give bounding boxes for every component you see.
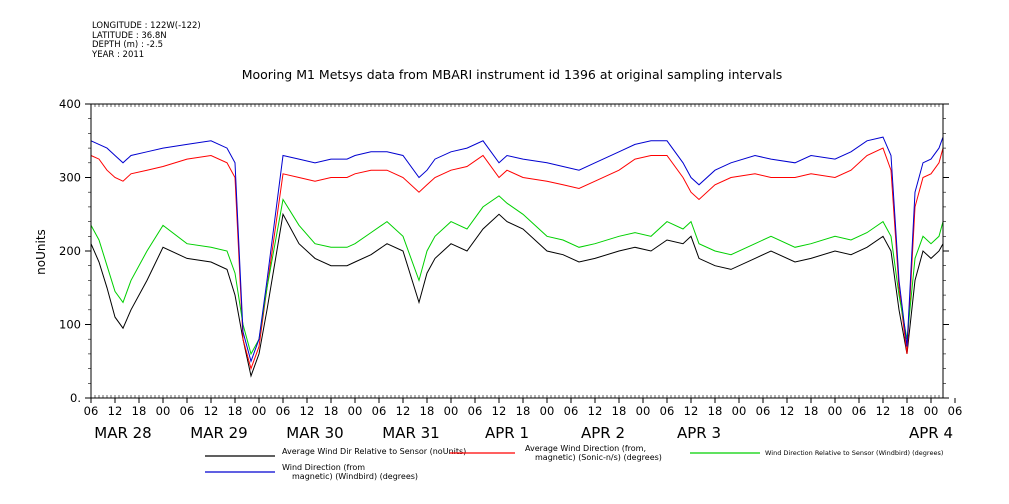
x-tick-label: 06 <box>564 404 579 418</box>
x-tick-label: 06 <box>372 404 387 418</box>
x-tick-label: 00 <box>636 404 651 418</box>
x-tick-label: 06 <box>468 404 483 418</box>
x-tick-label: 00 <box>444 404 459 418</box>
x-tick-label: 18 <box>132 404 147 418</box>
legend: Average Wind Dir Relative to Sensor (noU… <box>205 444 943 481</box>
x-day-label: APR 1 <box>485 424 529 442</box>
latitude-text: LATITUDE : 36.8N <box>92 30 167 41</box>
x-tick-label: 12 <box>396 404 411 418</box>
x-day-label: APR 4 <box>909 424 953 442</box>
x-tick-label: 00 <box>540 404 555 418</box>
metadata-block: LONGITUDE : 122W(-122) LATITUDE : 36.8N … <box>92 21 201 60</box>
y-tick-label: 400 <box>59 97 81 111</box>
x-tick-label: 00 <box>252 404 267 418</box>
x-tick-label: 18 <box>804 404 819 418</box>
x-tick-label: 18 <box>612 404 627 418</box>
legend-label: Average Wind Dir Relative to Sensor (noU… <box>282 447 466 456</box>
y-tick-label: 300 <box>59 171 81 185</box>
series-blue-line <box>90 136 944 363</box>
legend-label-line: Average Wind Dir Relative to Sensor (noU… <box>282 447 466 456</box>
x-tick-label: 00 <box>828 404 843 418</box>
x-tick-label: 18 <box>324 404 339 418</box>
y-tick-label: 100 <box>59 318 81 332</box>
x-tick-label: 06 <box>276 404 291 418</box>
legend-label: Wind Direction (from magnetic) (Windbird)… <box>282 463 418 481</box>
longitude-text: LONGITUDE : 122W(-122) <box>92 21 201 31</box>
x-day-label: APR 3 <box>677 424 721 442</box>
x-tick-label: 12 <box>780 404 795 418</box>
x-tick-label: 18 <box>900 404 915 418</box>
chart-title: Mooring M1 Metsys data from MBARI instru… <box>242 67 783 82</box>
x-tick-label: 12 <box>300 404 315 418</box>
x-tick-label: 00 <box>924 404 939 418</box>
x-tick-label: 06 <box>852 404 867 418</box>
x-tick-label: 18 <box>516 404 531 418</box>
x-tick-label: 18 <box>420 404 435 418</box>
x-day-label: MAR 29 <box>190 424 247 442</box>
y-tick-label: 200 <box>59 244 81 258</box>
x-tick-label: 06 <box>948 404 963 418</box>
series-black-line <box>90 212 944 378</box>
plot-frame <box>90 103 944 399</box>
y-axis-label: noUnits <box>34 229 48 275</box>
series-green-line <box>90 195 944 356</box>
x-tick-label: 06 <box>84 404 99 418</box>
x-tick-label: 06 <box>660 404 675 418</box>
x-tick-label: 00 <box>732 404 747 418</box>
x-day-label: MAR 28 <box>94 424 151 442</box>
year-text: YEAR : 2011 <box>92 49 145 60</box>
x-tick-label: 12 <box>492 404 507 418</box>
axes-group: 06 12 18 00 06 12 18 00 06 12 18 00 06 12 18 00 06 12 18 00… <box>59 97 962 442</box>
x-day-label: MAR 31 <box>382 424 439 442</box>
x-day-label: MAR 30 <box>286 424 343 442</box>
x-tick-label: 12 <box>204 404 219 418</box>
legend-label: Wind Direction Relative to Sensor (Windb… <box>765 449 943 457</box>
legend-label-line: magnetic) (Windbird) (degrees) <box>292 472 418 481</box>
x-tick-label: 00 <box>156 404 171 418</box>
legend-label-line: Average Wind Direction (from, <box>525 444 646 453</box>
legend-label-line: Wind Direction Relative to Sensor (Windb… <box>765 449 943 457</box>
legend-label-line: magnetic) (Sonic-n/s) (degrees) <box>535 453 662 462</box>
x-tick-label: 00 <box>348 404 363 418</box>
x-tick-label: 18 <box>228 404 243 418</box>
x-tick-label: 18 <box>708 404 723 418</box>
y-tick-label: 0. <box>70 391 81 405</box>
legend-label: Average Wind Direction (from, magnetic) (… <box>525 444 662 462</box>
depth-text: DEPTH (m) : -2.5 <box>92 40 164 50</box>
x-tick-label: 06 <box>180 404 195 418</box>
plot-series-group <box>90 136 944 378</box>
x-tick-label: 12 <box>108 404 123 418</box>
x-tick-label: 12 <box>588 404 603 418</box>
x-tick-label: 06 <box>756 404 771 418</box>
x-day-label: APR 2 <box>581 424 625 442</box>
series-red-line <box>90 147 944 371</box>
legend-label-line: Wind Direction (from <box>282 463 365 472</box>
x-tick-label: 12 <box>684 404 699 418</box>
x-tick-label: 12 <box>876 404 891 418</box>
